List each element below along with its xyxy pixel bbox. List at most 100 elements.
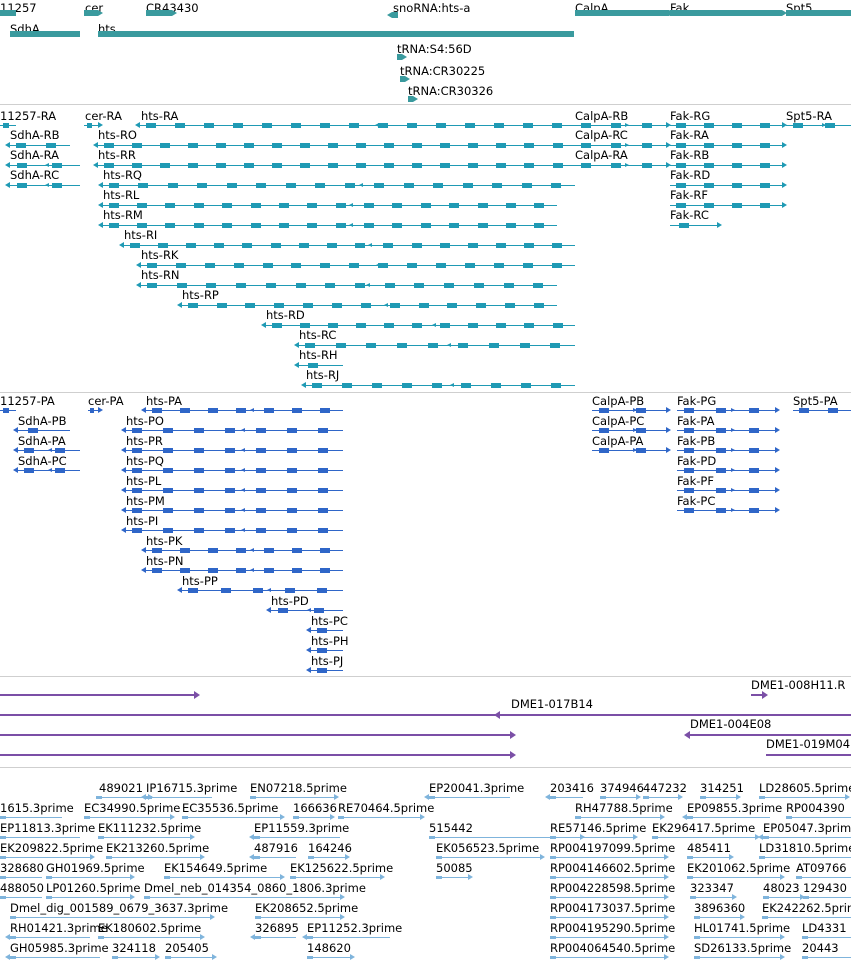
feature-label[interactable]: 515442	[429, 821, 473, 835]
feature-label[interactable]: EN07218.5prime	[250, 781, 347, 795]
feature-label[interactable]: Fak-RD	[670, 168, 711, 182]
feature-label[interactable]: Fak-PB	[677, 434, 716, 448]
feature-label[interactable]: 11257	[0, 1, 37, 15]
feature-label[interactable]: Fak-RG	[670, 109, 711, 123]
feature-label[interactable]: LD4331	[802, 921, 847, 935]
feature-label[interactable]: tRNA:CR30225	[400, 64, 486, 78]
feature-label[interactable]: RE57146.5prime	[550, 821, 647, 835]
feature-label[interactable]: CalpA-PB	[592, 394, 645, 408]
feature-label[interactable]: hts-PR	[126, 434, 163, 448]
feature-label[interactable]: 148620	[307, 941, 351, 955]
feature-label[interactable]: cer-RA	[85, 109, 122, 123]
feature-label[interactable]: LD31810.5prime	[759, 841, 851, 855]
feature-label[interactable]: 203416	[550, 781, 594, 795]
feature-label[interactable]: SdhA-PA	[18, 434, 66, 448]
feature-label[interactable]: HL01741.5prime	[694, 921, 791, 935]
feature-label[interactable]: 447232	[643, 781, 687, 795]
feature-label[interactable]: RP004146602.5prime	[550, 861, 676, 875]
feature-label[interactable]: hts-PL	[126, 474, 162, 488]
feature-label[interactable]: Fak-PF	[677, 474, 714, 488]
feature-label[interactable]: EP11559.3prime	[254, 821, 350, 835]
feature-label[interactable]: LP01260.5prime	[46, 881, 141, 895]
feature-label[interactable]: EP20041.3prime	[429, 781, 525, 795]
feature-label[interactable]: EK056523.5prime	[436, 841, 540, 855]
feature-label[interactable]: CalpA-RA	[575, 148, 628, 162]
feature-label[interactable]: hts-RN	[141, 268, 180, 282]
feature-label[interactable]: CR43430	[146, 1, 199, 15]
feature-label[interactable]: AT09766	[796, 861, 847, 875]
feature-clones[interactable]: DME1-004E08	[0, 677, 851, 767]
feature-transcripts[interactable]: hts-RR	[0, 105, 851, 392]
feature-label[interactable]: EC35536.5prime	[182, 801, 279, 815]
feature-label[interactable]: Fak-RF	[670, 188, 709, 202]
feature-label[interactable]: hts-RD	[266, 308, 305, 322]
feature-label[interactable]: Fak-PD	[677, 454, 717, 468]
feature-label[interactable]: hts-RA	[141, 109, 179, 123]
feature-label[interactable]: GH05985.3prime	[10, 941, 109, 955]
feature-label[interactable]: GH01969.5prime	[46, 861, 145, 875]
feature-label[interactable]: 48023	[763, 881, 800, 895]
feature-label[interactable]: 323347	[690, 881, 734, 895]
feature-label[interactable]: EK242262.5prime	[762, 901, 851, 915]
feature-label[interactable]: 20443	[802, 941, 839, 955]
feature-label[interactable]: Fak-PG	[677, 394, 717, 408]
feature-label[interactable]: cer	[85, 1, 104, 15]
feature-label[interactable]: EP11252.3prime	[307, 921, 403, 935]
feature-label[interactable]: DME1-019M04	[766, 737, 851, 751]
feature-label[interactable]: hts-RR	[98, 148, 136, 162]
feature-label[interactable]: Dmel_dig_001589_0679_3637.3prime	[10, 901, 229, 915]
feature-label[interactable]: EK296417.5prime	[652, 821, 756, 835]
feature-label[interactable]: hts-RC	[299, 328, 337, 342]
feature-label[interactable]: hts-RQ	[103, 168, 142, 182]
feature-label[interactable]: LD28605.5prime	[759, 781, 851, 795]
feature-label[interactable]: 328680	[0, 861, 44, 875]
feature-label[interactable]: CalpA	[575, 1, 609, 15]
feature-label[interactable]: 1615.3prime	[0, 801, 74, 815]
feature-label[interactable]: RP004197099.5prime	[550, 841, 676, 855]
feature-label[interactable]: cer-PA	[88, 394, 124, 408]
feature-label[interactable]: tRNA:CR30326	[408, 84, 494, 98]
feature-label[interactable]: hts-PM	[126, 494, 165, 508]
feature-label[interactable]: CalpA-RC	[575, 128, 628, 142]
feature-label[interactable]: SdhA-RA	[10, 148, 60, 162]
feature-label[interactable]: RP004173037.5prime	[550, 901, 676, 915]
feature-label[interactable]: hts-RL	[103, 188, 140, 202]
feature-label[interactable]: 326895	[255, 921, 299, 935]
feature-label[interactable]: hts-PP	[182, 574, 218, 588]
feature-label[interactable]: hts-RJ	[306, 368, 340, 382]
feature-label[interactable]: EK125622.5prime	[290, 861, 394, 875]
feature-label[interactable]: Fak-RC	[670, 208, 709, 222]
feature-label[interactable]: hts-PH	[311, 634, 349, 648]
feature-label[interactable]: 205405	[165, 941, 209, 955]
feature-label[interactable]: hts-PN	[146, 554, 184, 568]
feature-label[interactable]: Fak-PA	[677, 414, 715, 428]
feature-label[interactable]: hts-RO	[98, 128, 137, 142]
feature-label[interactable]: SdhA	[10, 22, 40, 36]
feature-label[interactable]: hts-RM	[103, 208, 143, 222]
feature-label[interactable]: 485411	[687, 841, 731, 855]
feature-label[interactable]: EP11813.3prime	[0, 821, 96, 835]
feature-label[interactable]: IP16715.3prime	[146, 781, 238, 795]
feature-label[interactable]: SdhA-PC	[18, 454, 67, 468]
feature-label[interactable]: CalpA-RB	[575, 109, 629, 123]
feature-label[interactable]: EK209822.5prime	[0, 841, 104, 855]
feature-label[interactable]: 487916	[254, 841, 298, 855]
feature-label[interactable]: 11257-PA	[0, 394, 55, 408]
feature-label[interactable]: snoRNA:hts-a	[393, 1, 471, 15]
feature-label[interactable]: CalpA-PC	[592, 414, 645, 428]
feature-label[interactable]: 129430	[803, 881, 847, 895]
feature-label[interactable]: RH47788.5prime	[575, 801, 673, 815]
feature-label[interactable]: SdhA-PB	[18, 414, 67, 428]
feature-label[interactable]: 324118	[112, 941, 156, 955]
feature-label[interactable]: EK208652.5prime	[255, 901, 359, 915]
feature-label[interactable]: EK154649.5prime	[164, 861, 268, 875]
feature-label[interactable]: 488050	[0, 881, 44, 895]
feature-label[interactable]: EK201062.5prime	[687, 861, 791, 875]
feature-label[interactable]: RP004064540.5prime	[550, 941, 676, 955]
feature-label[interactable]: RP004228598.5prime	[550, 881, 676, 895]
feature-label[interactable]: hts-PQ	[126, 454, 164, 468]
feature-label[interactable]: hts-RI	[124, 228, 158, 242]
feature-label[interactable]: RP004390	[786, 801, 845, 815]
feature-label[interactable]: EK111232.5prime	[98, 821, 202, 835]
feature-label[interactable]: 166636	[293, 801, 337, 815]
